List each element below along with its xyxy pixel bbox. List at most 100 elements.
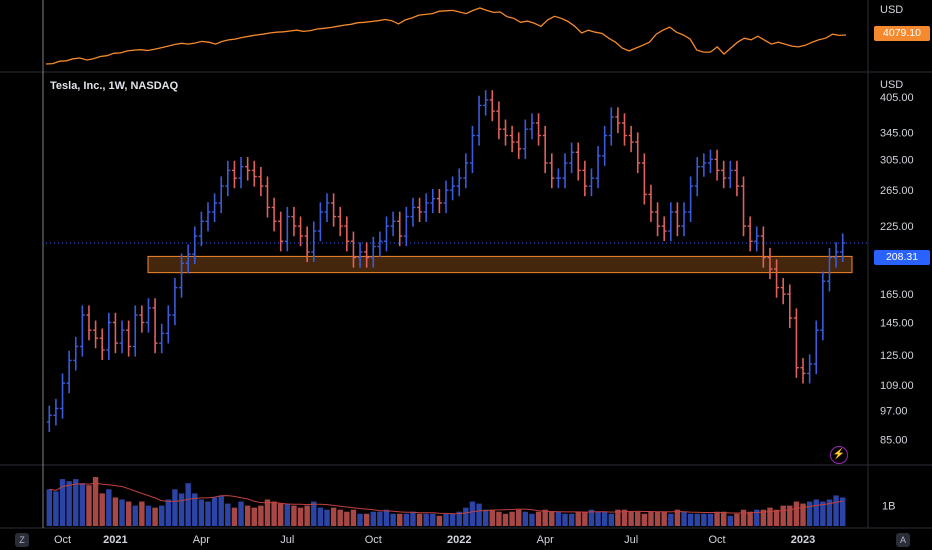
price-bar [800,358,806,384]
volume-bar [767,507,773,526]
price-bar [774,259,780,298]
price-bar [317,202,323,242]
lightning-icon[interactable]: ⚡ [830,446,848,464]
price-bar [450,176,456,201]
price-bar [714,149,720,181]
price-bar [46,405,52,433]
price-tick-label: 265.00 [880,185,914,197]
price-bar [291,206,297,237]
price-bar [331,193,337,227]
price-tick-label: 225.00 [880,221,914,233]
volume-bar [132,505,138,526]
price-bar [641,153,647,205]
price-bar [747,216,753,252]
price-bar [476,95,482,146]
volume-bar [489,509,495,526]
volume-bar [542,509,548,526]
volume-bar [205,501,211,526]
zoom-button[interactable]: Z [15,533,29,547]
auto-scale-button[interactable]: A [896,533,910,547]
price-bar [443,180,449,214]
price-bar [688,176,694,223]
volume-bar [734,513,740,526]
volume-bar [158,505,165,526]
volume-bar [244,505,251,526]
time-tick-label: Oct [709,534,726,546]
price-bar [311,221,317,263]
volume-bar [522,511,529,526]
price-bar [522,119,528,159]
volume-bar [787,505,793,526]
price-bar [337,206,343,237]
volume-bar [833,495,839,526]
volume-bar [661,511,667,526]
support-zone [147,255,853,274]
price-bar [106,312,112,360]
price-bar [787,284,793,329]
volume-bar [165,499,172,526]
price-bar [529,113,535,140]
price-bar [436,188,442,214]
price-bar [575,142,581,181]
price-bar [185,244,191,274]
price-bar [271,197,277,232]
volume-bar [410,511,416,526]
volume-bar [516,509,522,526]
time-tick-label: Oct [54,534,71,546]
price-bar [542,125,548,174]
volume-bar [601,511,608,526]
price-bar [357,242,363,268]
volume-bar [403,513,410,526]
volume-bar [555,511,562,526]
volume-bar [218,495,224,526]
price-bar [562,153,568,189]
price-bar [430,188,436,214]
volume-bar [575,511,581,526]
volume-bar [106,489,112,526]
volume-bar [509,511,515,526]
price-bar [734,160,740,197]
price-tick-label: 109.00 [880,380,914,392]
symbol-title: Tesla, Inc., 1W, NASDAQ [50,80,179,92]
volume-bar [608,513,614,526]
time-tick-label: Apr [193,534,210,546]
volume-bar [694,513,700,526]
price-bar [99,328,105,360]
price-bar [496,101,502,140]
price-bar [212,193,218,223]
volume-bar [839,497,846,526]
price-bar [582,160,588,197]
price-bar [112,312,118,354]
price-bar [509,125,515,153]
time-tick-label: 2023 [791,534,815,546]
price-bar [595,146,601,189]
volume-tick-label: 1B [882,501,895,513]
price-bar [251,160,257,187]
volume-bar [826,499,833,526]
price-bar [661,216,667,242]
price-bar [383,216,389,252]
volume-bar [86,485,92,526]
volume-bar [363,513,370,526]
price-bar [569,142,575,174]
volume-bar [430,513,436,526]
volume-bar [615,509,621,526]
volume-bar [337,509,343,526]
price-bar [344,216,350,252]
price-bar [820,271,826,341]
time-tick-label: Oct [365,534,382,546]
price-tick-label: 405.00 [880,92,914,104]
volume-bar [92,477,99,526]
overlay-index-line [45,7,847,65]
volume-bar [780,505,786,526]
price-bar [304,226,310,263]
price-bar [417,197,423,223]
price-bar [701,153,707,177]
volume-bar [330,507,337,526]
price-bar [754,226,760,252]
volume-bar [496,511,502,526]
volume-bar [304,505,310,526]
price-bar [648,184,654,223]
price-bar [60,373,66,419]
